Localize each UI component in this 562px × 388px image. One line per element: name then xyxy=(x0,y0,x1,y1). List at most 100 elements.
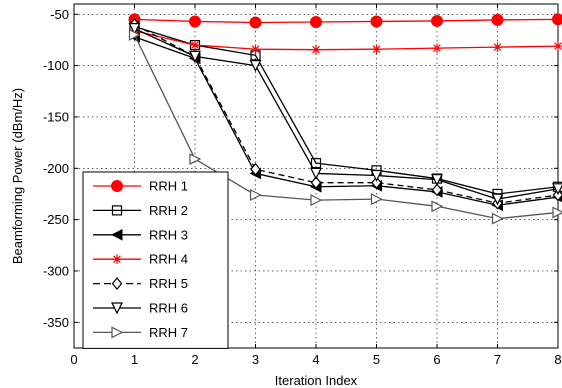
data-point-rrh-4-stroke xyxy=(251,45,260,54)
series-rrh-6 xyxy=(128,23,562,206)
data-point-rrh-7 xyxy=(249,189,262,201)
data-point-rrh-4 xyxy=(492,42,503,52)
y-tick-label: -300 xyxy=(43,263,69,278)
data-point-rrh-4-stroke xyxy=(554,42,562,50)
series-line-rrh-2 xyxy=(134,25,559,195)
data-point-rrh-7 xyxy=(552,206,562,219)
data-point-rrh-1 xyxy=(491,13,504,26)
data-point-rrh-6 xyxy=(310,167,322,180)
legend-label-rrh-1: RRH 1 xyxy=(149,179,188,194)
y-tick-label: -350 xyxy=(43,315,69,330)
legend-marker-rrh-4 xyxy=(112,254,122,264)
data-point-rrh-6 xyxy=(189,50,201,63)
data-point-rrh-7 xyxy=(431,200,444,213)
x-tick-label: 6 xyxy=(433,352,440,367)
y-tick-label: -100 xyxy=(43,58,69,73)
legend-item-rrh-5: RRH 5 xyxy=(93,276,188,291)
legend-item-rrh-4: RRH 4 xyxy=(93,252,188,267)
legend-marker-rrh-3 xyxy=(110,228,123,241)
y-axis-label: Beamforming Power (dBm/Hz) xyxy=(10,88,25,264)
data-point-rrh-1 xyxy=(431,14,443,27)
data-point-rrh-1 xyxy=(552,13,562,26)
data-point-rrh-6 xyxy=(552,183,562,196)
data-point-rrh-1 xyxy=(189,15,201,28)
data-point-rrh-6 xyxy=(128,23,141,35)
x-tick-label: 7 xyxy=(494,352,501,367)
data-point-rrh-4 xyxy=(553,41,562,51)
x-tick-label: 3 xyxy=(252,352,259,367)
series-line-rrh-7 xyxy=(133,34,559,220)
data-point-rrh-5 xyxy=(310,176,322,190)
x-tick-label: 5 xyxy=(373,352,380,367)
series-line-rrh-5 xyxy=(134,23,559,204)
legend: RRH 1 RRH 2 RRH 3 RRH 4 RRH 5 RRH 6 RRH 7 xyxy=(82,171,229,349)
legend-item-rrh-2: RRH 2 xyxy=(93,203,188,218)
data-point-rrh-7 xyxy=(189,153,202,166)
data-point-rrh-5 xyxy=(250,162,261,176)
legend-item-rrh-6: RRH 6 xyxy=(93,301,188,316)
legend-box xyxy=(82,171,229,349)
series-rrh-7 xyxy=(128,28,562,225)
data-point-rrh-6 xyxy=(370,169,383,182)
data-point-rrh-6 xyxy=(491,193,504,206)
data-point-rrh-7 xyxy=(370,193,383,206)
data-point-rrh-6 xyxy=(431,173,443,186)
series-rrh-4 xyxy=(129,25,562,55)
legend-marker-rrh-7 xyxy=(111,326,124,339)
series-line-rrh-4 xyxy=(134,30,559,51)
legend-marker-rrh-5 xyxy=(111,277,123,291)
data-point-rrh-4 xyxy=(432,43,442,53)
data-point-rrh-5 xyxy=(552,188,562,202)
data-point-rrh-4 xyxy=(250,44,261,54)
data-point-rrh-4 xyxy=(190,40,200,50)
data-point-rrh-2 xyxy=(310,158,322,169)
data-point-rrh-6 xyxy=(249,60,262,72)
x-tick-label: 8 xyxy=(554,352,561,367)
data-point-rrh-4-stroke xyxy=(191,41,199,49)
data-point-rrh-1 xyxy=(310,15,322,28)
data-point-rrh-4-stroke xyxy=(433,44,441,52)
legend-label-rrh-5: RRH 5 xyxy=(149,276,188,291)
x-tick-label: 2 xyxy=(191,352,198,367)
data-point-rrh-4-stroke xyxy=(372,45,381,54)
legend-item-rrh-7: RRH 7 xyxy=(93,325,188,340)
x-tick-label: 1 xyxy=(131,352,138,367)
legend-marker-rrh-2 xyxy=(111,205,123,216)
legend-marker-rrh-1 xyxy=(111,180,123,192)
legend-item-rrh-3: RRH 3 xyxy=(93,227,188,242)
legend-label-rrh-7: RRH 7 xyxy=(149,325,188,340)
axis-ticks: 0 1 2 3 4 5 6 7 8 -50 -100 -150 -200 -250 -300 -350 xyxy=(43,4,562,367)
legend-label-rrh-4: RRH 4 xyxy=(149,252,188,267)
legend-marker-rrh-4-stroke xyxy=(113,255,121,264)
series-line-rrh-3 xyxy=(134,36,559,206)
y-tick-label: -150 xyxy=(43,109,69,124)
data-point-rrh-7 xyxy=(491,212,504,225)
data-point-rrh-5 xyxy=(371,176,382,190)
data-point-rrh-7 xyxy=(310,194,323,207)
legend-marker-rrh-6 xyxy=(111,302,123,315)
data-point-rrh-4 xyxy=(371,44,382,54)
data-point-rrh-4-stroke xyxy=(493,43,502,51)
series-line-rrh-1 xyxy=(134,18,559,24)
legend-label-rrh-2: RRH 2 xyxy=(149,203,188,218)
series-group xyxy=(128,13,562,225)
legend-label-rrh-3: RRH 3 xyxy=(149,227,188,242)
data-point-rrh-1 xyxy=(370,15,383,28)
data-point-rrh-4 xyxy=(311,44,321,55)
data-point-rrh-4-stroke xyxy=(312,45,320,54)
legend-item-rrh-1: RRH 1 xyxy=(93,179,188,194)
y-tick-label: -250 xyxy=(43,212,69,227)
legend-label-rrh-6: RRH 6 xyxy=(149,301,188,316)
y-tick-label: -200 xyxy=(43,161,69,176)
y-tick-label: -50 xyxy=(50,7,69,22)
series-line-rrh-6 xyxy=(134,28,559,200)
x-tick-label: 0 xyxy=(70,352,77,367)
x-axis-label: Iteration Index xyxy=(275,373,358,388)
data-point-rrh-5 xyxy=(431,183,443,197)
x-tick-label: 4 xyxy=(312,352,319,367)
data-point-rrh-7 xyxy=(128,28,141,41)
series-rrh-1 xyxy=(128,13,562,29)
data-point-rrh-1 xyxy=(249,16,262,29)
